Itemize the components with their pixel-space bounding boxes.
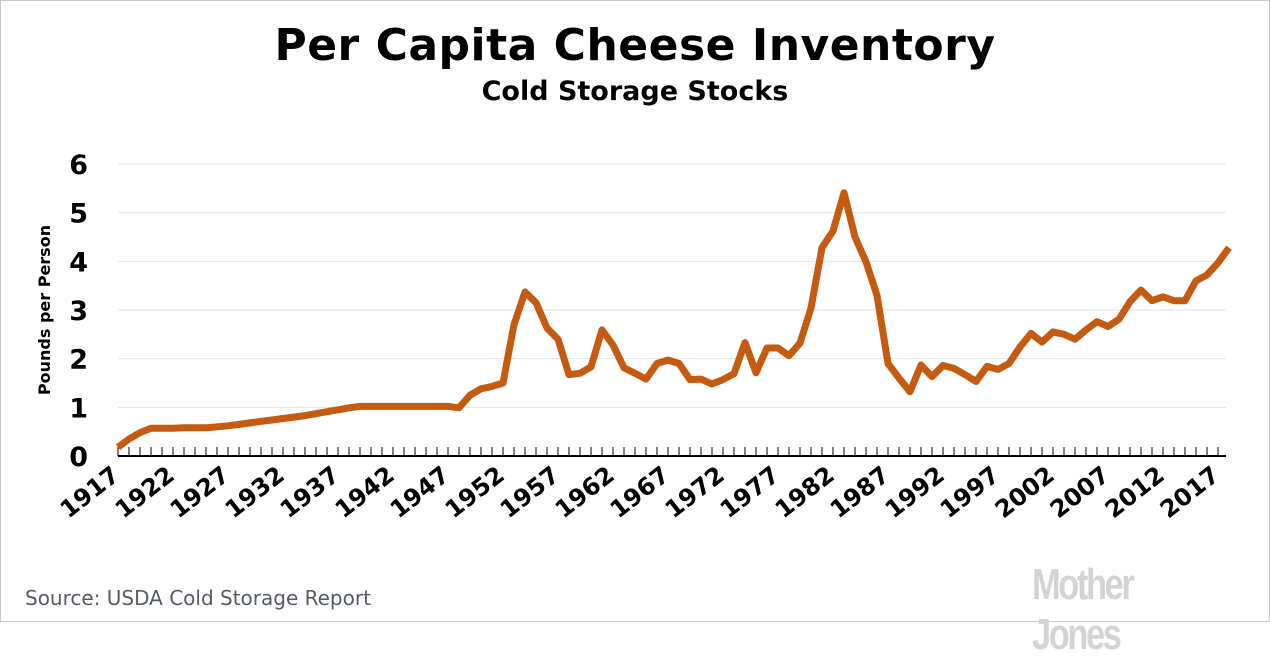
y-tick-label: 1 [69, 393, 88, 424]
gridlines [118, 163, 1226, 408]
mother-jones-logo: Mother Jones [1032, 560, 1135, 659]
y-tick-labels: 0 1 2 3 4 5 6 [69, 150, 88, 473]
x-axis [117, 447, 1226, 457]
y-tick-label: 3 [69, 296, 88, 327]
y-tick-label: 4 [69, 247, 88, 278]
x-tick-label: 1937 [275, 461, 345, 524]
x-tick-label: 2007 [1045, 461, 1115, 524]
x-tick-label: 1982 [770, 461, 840, 524]
chart-title: Per Capita Cheese Inventory [274, 20, 996, 71]
y-tick-label: 0 [69, 442, 88, 473]
x-tick-label: 1962 [550, 461, 620, 524]
x-tick-label: 1987 [825, 461, 895, 524]
y-tick-label: 6 [69, 150, 88, 181]
x-tick-label: 1927 [165, 461, 235, 524]
x-tick-label: 1992 [880, 461, 950, 524]
x-tick-label: 1947 [385, 461, 455, 524]
x-tick-label: 1917 [55, 461, 125, 524]
x-tick-label: 1997 [935, 461, 1005, 524]
x-tick-labels: 1917192219271932193719421947195219571962… [55, 461, 1225, 524]
y-axis-label: Pounds per Person [35, 225, 54, 395]
series-line [115, 189, 1232, 451]
x-tick-label: 1922 [110, 461, 180, 524]
y-tick-label: 5 [69, 199, 88, 230]
x-tick-label: 2002 [990, 461, 1060, 524]
x-tick-label: 1952 [440, 461, 510, 524]
chart-subtitle: Cold Storage Stocks [481, 76, 789, 107]
y-tick-label: 2 [69, 345, 88, 376]
x-tick-label: 1942 [330, 461, 400, 524]
source-note: Source: USDA Cold Storage Report [25, 586, 371, 610]
x-tick-label: 2017 [1155, 461, 1225, 524]
x-tick-label: 1957 [495, 461, 565, 524]
x-tick-label: 1967 [605, 461, 675, 524]
x-tick-label: 1932 [220, 461, 290, 524]
x-tick-label: 1972 [660, 461, 730, 524]
x-tick-label: 2012 [1100, 461, 1170, 524]
x-tick-label: 1977 [715, 461, 785, 524]
